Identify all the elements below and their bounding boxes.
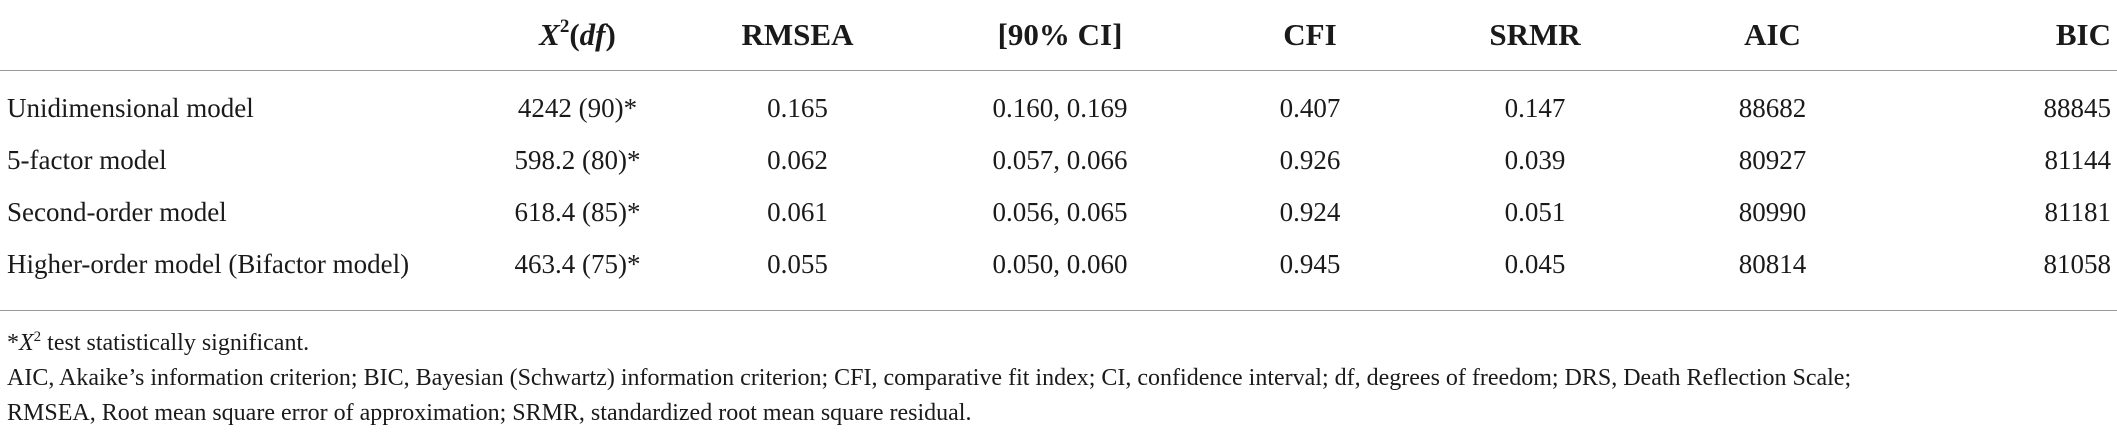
header-model <box>0 0 470 70</box>
cell-model: Unidimensional model <box>7 93 254 123</box>
cell-chi: 618.4 (85)* <box>514 197 641 227</box>
cell-ci: 0.057, 0.066 <box>992 145 1128 175</box>
cell-model: Higher-order model (Bifactor model) <box>7 249 410 279</box>
cell-srmr: 0.147 <box>1504 93 1566 123</box>
cell-aic: 80990 <box>1738 197 1807 227</box>
header-cfi: CFI <box>1283 16 1337 52</box>
header-chi-square: X2(df) <box>539 15 616 52</box>
significance-chi-power: 2 <box>33 329 42 345</box>
cell-model: 5-factor model <box>7 145 167 175</box>
table-body: Unidimensional model 4242 (90)* 0.165 0.… <box>0 83 2117 291</box>
cell-cfi: 0.926 <box>1279 145 1341 175</box>
cell-bic: 81181 <box>2044 197 2112 227</box>
cell-rmsea: 0.061 <box>767 197 828 227</box>
cell-srmr: 0.045 <box>1504 249 1566 279</box>
table-row: 5-factor model 598.2 (80)* 0.062 0.057, … <box>0 135 2117 187</box>
table-footnotes: *X2 test statistically significant. AIC,… <box>7 326 2112 431</box>
significance-text: test statistically significant. <box>41 330 310 356</box>
fit-indices-table: X2(df) RMSEA [90% CI] CFI SRMR AIC BIC U… <box>0 0 2117 291</box>
cell-rmsea: 0.055 <box>767 249 828 279</box>
header-chi-df: df <box>579 16 606 52</box>
cell-model: Second-order model <box>7 197 227 227</box>
abbreviations-note-line-1: AIC, Akaike’s information criterion; BIC… <box>7 365 1852 391</box>
header-rmsea: RMSEA <box>741 16 854 52</box>
table-row: Unidimensional model 4242 (90)* 0.165 0.… <box>0 83 2117 135</box>
cell-chi: 463.4 (75)* <box>514 249 641 279</box>
table-bottom-rule <box>0 310 2117 311</box>
table-spacer <box>0 70 2117 83</box>
header-ci: [90% CI] <box>997 16 1123 52</box>
spacer-cell <box>0 70 2117 83</box>
cell-ci: 0.056, 0.065 <box>992 197 1128 227</box>
cell-bic: 81144 <box>2044 145 2112 175</box>
table-row: Higher-order model (Bifactor model) 463.… <box>0 239 2117 291</box>
cell-aic: 80814 <box>1738 249 1807 279</box>
fit-indices-table-container: X2(df) RMSEA [90% CI] CFI SRMR AIC BIC U… <box>0 0 2117 291</box>
cell-rmsea: 0.165 <box>767 93 828 123</box>
cell-srmr: 0.051 <box>1504 197 1566 227</box>
cell-srmr: 0.039 <box>1504 145 1566 175</box>
significance-note: *X2 test statistically significant. <box>7 326 2112 361</box>
table-row: Second-order model 618.4 (85)* 0.061 0.0… <box>0 187 2117 239</box>
header-chi-power: 2 <box>559 15 570 37</box>
header-bic: BIC <box>2055 16 2111 52</box>
cell-aic: 88682 <box>1738 93 1807 123</box>
cell-cfi: 0.924 <box>1279 197 1341 227</box>
cell-aic: 80927 <box>1738 145 1807 175</box>
cell-chi: 598.2 (80)* <box>514 145 641 175</box>
cell-bic: 88845 <box>2043 93 2112 123</box>
cell-cfi: 0.945 <box>1279 249 1341 279</box>
cell-bic: 81058 <box>2043 249 2112 279</box>
header-srmr: SRMR <box>1489 16 1581 52</box>
cell-ci: 0.160, 0.169 <box>992 93 1128 123</box>
cell-rmsea: 0.062 <box>767 145 828 175</box>
abbreviations-note-line-2: RMSEA, Root mean square error of approxi… <box>7 400 972 426</box>
cell-ci: 0.050, 0.060 <box>992 249 1128 279</box>
significance-chi-symbol: X <box>19 330 34 356</box>
header-aic: AIC <box>1744 16 1801 52</box>
significance-asterisk: * <box>7 330 19 356</box>
cell-cfi: 0.407 <box>1279 93 1341 123</box>
table-header: X2(df) RMSEA [90% CI] CFI SRMR AIC BIC <box>0 0 2117 70</box>
header-chi-symbol: X <box>539 16 560 52</box>
spacer-row <box>0 70 2117 83</box>
cell-chi: 4242 (90)* <box>517 93 638 123</box>
header-row: X2(df) RMSEA [90% CI] CFI SRMR AIC BIC <box>0 0 2117 70</box>
